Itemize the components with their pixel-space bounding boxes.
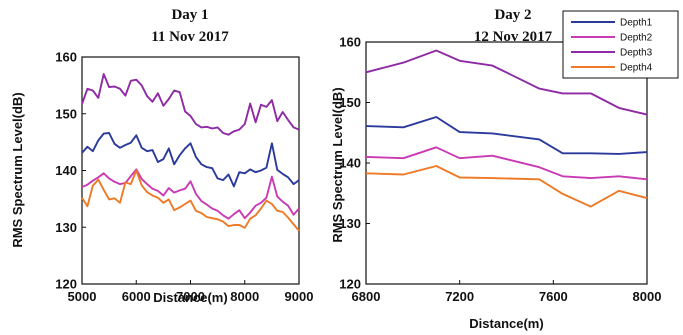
day1-series-depth2	[81, 168, 300, 220]
day2-ytick-label: 160	[339, 35, 361, 50]
day2-xtick-label: 7600	[539, 289, 568, 304]
day2-ytick-label: 120	[339, 277, 361, 292]
day2-panel: Day 2 12 Nov 2017 120 130 140 150 160 6800 7200 7…	[330, 7, 679, 331]
day1-series-depth4	[81, 169, 300, 232]
day1-ytick-label: 140	[55, 163, 77, 178]
day2-ytick-label: 150	[339, 95, 361, 110]
day1-panel: Day 1 11 Nov 2017 120 130 140 150 160 5000 6000 7…	[10, 7, 313, 305]
day2-subtitle: 12 Nov 2017	[474, 29, 553, 45]
day1-x-axis-label: Distance(m)	[153, 290, 227, 305]
day1-xtick-label: 7000	[176, 289, 205, 304]
legend-label-depth1: Depth1	[620, 18, 653, 29]
day1-xtick-label: 5000	[68, 289, 97, 304]
day1-ytick-label: 130	[55, 220, 77, 235]
day1-xtick-label: 8000	[230, 289, 259, 304]
day2-ytick-label: 130	[339, 216, 361, 231]
day1-plot-frame	[81, 56, 300, 285]
day1-ytick-label: 160	[55, 50, 77, 65]
day2-ytick-label: 140	[339, 156, 361, 171]
day1-title: Day 1	[171, 7, 208, 23]
day2-series-depth1	[365, 116, 648, 155]
day1-series-depth1	[81, 132, 300, 188]
day2-xtick-label: 8000	[633, 289, 662, 304]
day2-xtick-label: 6800	[352, 289, 381, 304]
day2-xtick-label: 7200	[445, 289, 474, 304]
day1-xtick-label: 9000	[285, 289, 314, 304]
day1-series-depth3	[81, 73, 300, 136]
legend-label-depth4: Depth4	[620, 63, 653, 74]
legend-label-depth3: Depth3	[620, 48, 653, 59]
day1-ytick-label: 150	[55, 106, 77, 121]
day1-subtitle: 11 Nov 2017	[151, 29, 229, 45]
day2-x-axis-label: Distance(m)	[469, 316, 543, 331]
day2-title: Day 2	[494, 7, 531, 23]
day1-xtick-label: 6000	[122, 289, 151, 304]
day1-y-axis-label: RMS Spectrum Level(dB)	[10, 92, 25, 247]
day2-y-axis-label: RMS Spectrum Level(dB)	[330, 87, 345, 242]
legend-label-depth2: Depth2	[620, 33, 653, 44]
day2-series-depth2	[365, 146, 648, 181]
day2-series-depth4	[365, 165, 648, 208]
day2-legend: Depth1 Depth2 Depth3 Depth4	[562, 10, 679, 79]
day2-series-depth3	[365, 49, 648, 116]
day1-ytick-label: 120	[55, 277, 77, 292]
